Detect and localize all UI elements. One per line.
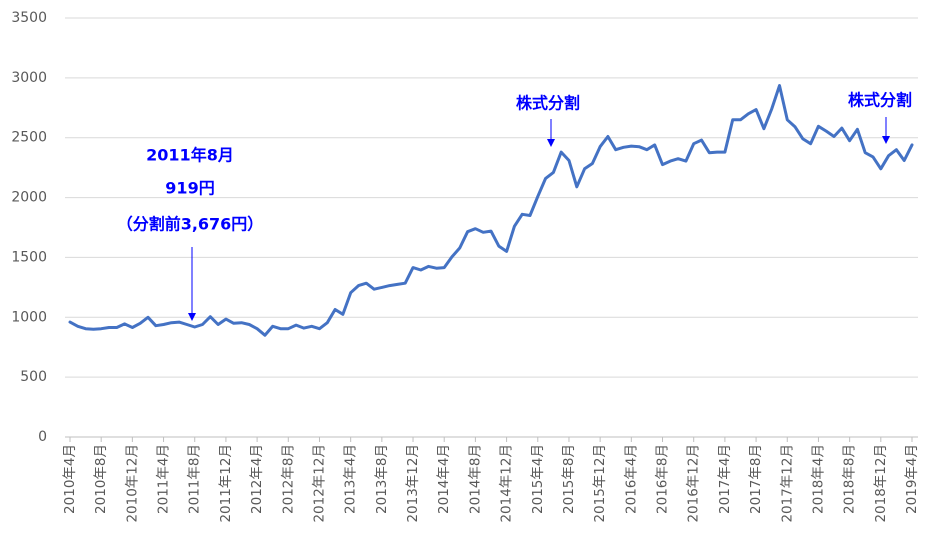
x-tick-label: 2016年12月: [686, 444, 702, 523]
x-tick-label: 2016年8月: [655, 444, 671, 514]
x-tick-label: 2013年8月: [374, 444, 390, 514]
x-tick-label: 2018年4月: [810, 444, 826, 514]
y-tick-label: 1500: [11, 249, 47, 265]
x-tick-label: 2012年12月: [311, 444, 327, 523]
x-tick-label: 2017年8月: [748, 444, 764, 514]
x-tick-label: 2017年4月: [717, 444, 733, 514]
x-tick-label: 2014年4月: [436, 444, 452, 514]
annotation-arrowhead: [547, 139, 555, 147]
x-tick-label: 2010年12月: [124, 444, 140, 523]
x-tick-label: 2018年8月: [842, 444, 858, 514]
data-line: [68, 84, 914, 337]
y-tick-label: 1000: [11, 309, 47, 325]
x-tick-label: 2011年8月: [187, 444, 203, 514]
x-tick-label: 2013年4月: [343, 444, 359, 514]
x-tick-label: 2011年12月: [218, 444, 234, 523]
y-tick-label: 500: [20, 369, 47, 385]
x-tick-label: 2015年4月: [530, 444, 546, 514]
x-tick-label: 2015年12月: [592, 444, 608, 523]
x-tick-label: 2014年12月: [499, 444, 515, 523]
x-tick-label: 2010年8月: [93, 444, 109, 514]
annotation-arrowhead: [188, 313, 196, 321]
x-tick-label: 2013年12月: [405, 444, 421, 523]
annotation: 919円: [165, 179, 214, 198]
annotation: 2011年8月: [146, 146, 234, 165]
x-tick-label: 2019年4月: [904, 444, 920, 514]
y-tick-label: 2000: [11, 190, 47, 206]
x-tick-label: 2018年12月: [873, 444, 889, 523]
x-tick-label: 2012年4月: [249, 444, 265, 514]
x-tick-label: 2011年4月: [156, 444, 172, 514]
y-tick-label: 3500: [11, 10, 47, 26]
x-tick-label: 2012年8月: [280, 444, 296, 514]
annotation: 株式分割: [848, 91, 912, 110]
x-tick-label: 2010年4月: [62, 444, 78, 514]
x-tick-label: 2017年12月: [779, 444, 795, 523]
x-tick-label: 2015年8月: [561, 444, 577, 514]
y-tick-label: 0: [38, 429, 47, 445]
y-tick-label: 3000: [11, 70, 47, 86]
x-tick-label: 2016年4月: [623, 444, 639, 514]
annotation: （分割前3,676円）: [117, 215, 264, 234]
annotation-arrowhead: [882, 136, 890, 144]
annotation: 株式分割: [516, 94, 580, 113]
y-tick-label: 2500: [11, 130, 47, 146]
x-tick-label: 2014年8月: [467, 444, 483, 514]
